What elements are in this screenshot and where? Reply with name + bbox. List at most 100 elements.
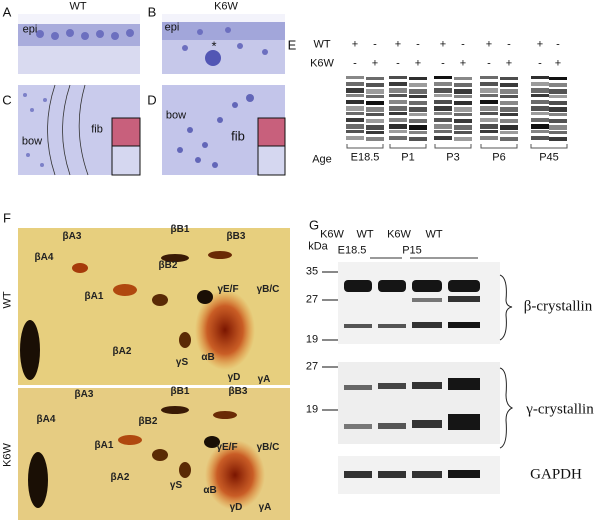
label: bow bbox=[21, 135, 43, 148]
spot-label: γD bbox=[229, 502, 243, 513]
label: bow bbox=[165, 109, 187, 122]
group-label: P15 bbox=[402, 244, 422, 257]
sign: - bbox=[353, 57, 357, 70]
sign: - bbox=[396, 57, 400, 70]
spot-label: γS bbox=[169, 480, 183, 491]
sign: - bbox=[416, 38, 420, 51]
spot-label: γA bbox=[257, 374, 271, 385]
label: fib bbox=[231, 128, 245, 144]
marker: 19 bbox=[305, 403, 319, 416]
sign: + bbox=[439, 38, 447, 51]
row-label: K6W bbox=[310, 57, 334, 70]
row-label: WT bbox=[313, 38, 331, 51]
panel-letter: D bbox=[147, 92, 157, 108]
sign: + bbox=[554, 57, 562, 70]
western-blots bbox=[322, 257, 514, 494]
age-label: P3 bbox=[446, 151, 460, 164]
micrograph-a bbox=[18, 14, 140, 74]
gel-label: WT bbox=[1, 291, 14, 309]
age-label: E18.5 bbox=[350, 151, 380, 164]
label: fib bbox=[91, 123, 103, 136]
sign: + bbox=[351, 38, 359, 51]
spot-label: γB/C bbox=[256, 442, 280, 453]
spot-label: βB1 bbox=[170, 386, 190, 397]
gel-lane bbox=[434, 76, 452, 140]
spot-label: βA1 bbox=[94, 440, 114, 451]
gel-lane bbox=[500, 77, 518, 141]
spot-label: βB3 bbox=[226, 231, 246, 242]
panel-title: WT bbox=[69, 0, 87, 13]
spot-label: γE/F bbox=[216, 442, 238, 453]
blot-label: GAPDH bbox=[530, 466, 582, 483]
spot-label: γD bbox=[227, 372, 241, 383]
group-label: E18.5 bbox=[337, 244, 367, 257]
marker: 27 bbox=[305, 360, 319, 373]
spot-label: βB2 bbox=[158, 260, 178, 271]
gel-lane bbox=[549, 77, 567, 141]
age-title: Age bbox=[312, 153, 332, 166]
sign: - bbox=[461, 38, 465, 51]
age-label: P1 bbox=[401, 151, 415, 164]
gel-label: K6W bbox=[1, 443, 14, 467]
gel-lane bbox=[389, 76, 407, 140]
gel-f-k6w bbox=[18, 388, 290, 520]
spot-label: γS bbox=[175, 357, 189, 368]
age-label: P45 bbox=[539, 151, 559, 164]
gel-lane bbox=[531, 76, 549, 140]
bracket bbox=[530, 144, 568, 149]
sign: + bbox=[394, 38, 402, 51]
bracket bbox=[346, 144, 384, 149]
spot-label: βA3 bbox=[62, 231, 82, 242]
gel-lane bbox=[454, 77, 472, 141]
gel-lane bbox=[366, 77, 384, 141]
sign: - bbox=[373, 38, 377, 51]
label: epi bbox=[22, 23, 38, 36]
bracket bbox=[389, 144, 427, 149]
marker: 27 bbox=[305, 293, 319, 306]
marker: 35 bbox=[305, 265, 319, 278]
spot-label: βA2 bbox=[112, 346, 132, 357]
sign: + bbox=[536, 38, 544, 51]
label: * bbox=[211, 38, 217, 54]
panel-letter: F bbox=[3, 210, 11, 226]
panel-letter: C bbox=[2, 92, 12, 108]
spot-label: αB bbox=[203, 485, 217, 496]
spot-label: βA4 bbox=[34, 252, 54, 263]
lane-label: WT bbox=[356, 228, 374, 241]
sign: - bbox=[507, 38, 511, 51]
gel-lane bbox=[346, 76, 364, 140]
sign: - bbox=[441, 57, 445, 70]
spot-label: βA4 bbox=[36, 414, 56, 425]
sign: + bbox=[414, 57, 422, 70]
gel-lane bbox=[480, 76, 498, 140]
label: epi bbox=[164, 21, 180, 34]
unit-label: kDa bbox=[308, 240, 328, 253]
micrograph-c bbox=[18, 84, 141, 176]
sign: - bbox=[556, 38, 560, 51]
sign: + bbox=[485, 38, 493, 51]
lane-label: K6W bbox=[387, 228, 411, 241]
spot-label: γA bbox=[258, 502, 272, 513]
sign: - bbox=[487, 57, 491, 70]
panel-letter: E bbox=[287, 37, 297, 53]
panel-letter: A bbox=[2, 4, 12, 20]
panel-letter: G bbox=[308, 217, 320, 233]
bracket bbox=[480, 144, 518, 149]
bracket bbox=[434, 144, 472, 149]
age-label: P6 bbox=[492, 151, 506, 164]
micrograph-d bbox=[162, 85, 286, 176]
panel-letter: B bbox=[147, 4, 157, 20]
spot-label: αB bbox=[201, 352, 215, 363]
spot-label: βB1 bbox=[170, 224, 190, 235]
gel-lane bbox=[409, 77, 427, 141]
sign: + bbox=[371, 57, 379, 70]
marker: 19 bbox=[305, 333, 319, 346]
spot-label: γE/F bbox=[217, 284, 239, 295]
gel-f-wt bbox=[18, 228, 290, 385]
gel-e bbox=[346, 76, 568, 149]
spot-label: γB/C bbox=[256, 284, 280, 295]
blot-label: β-crystallin bbox=[523, 298, 593, 315]
blot-label: γ-crystallin bbox=[526, 401, 594, 418]
